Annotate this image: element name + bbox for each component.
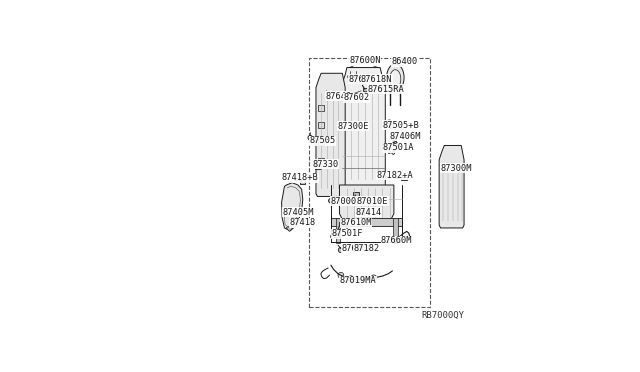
Text: 87418: 87418 <box>289 218 316 227</box>
Circle shape <box>388 151 391 154</box>
Text: 87405M: 87405M <box>282 208 314 217</box>
Text: 87300E: 87300E <box>337 122 369 131</box>
Polygon shape <box>287 226 292 231</box>
Circle shape <box>390 124 394 128</box>
Polygon shape <box>331 218 403 226</box>
Text: 87660M: 87660M <box>381 236 413 246</box>
Text: 87600N: 87600N <box>349 56 381 65</box>
Bar <box>353 248 358 251</box>
Text: 87182: 87182 <box>354 244 380 253</box>
Polygon shape <box>282 183 303 231</box>
Bar <box>318 139 324 145</box>
Bar <box>401 177 407 180</box>
Text: 87330: 87330 <box>312 160 339 169</box>
Polygon shape <box>439 145 464 228</box>
Circle shape <box>383 85 388 90</box>
Text: 87615RA: 87615RA <box>367 84 404 93</box>
Text: 87418+B: 87418+B <box>282 173 318 182</box>
Text: 87610M: 87610M <box>340 218 372 227</box>
Polygon shape <box>393 218 397 243</box>
Ellipse shape <box>384 86 390 91</box>
Polygon shape <box>387 64 404 87</box>
Text: 87019MA: 87019MA <box>339 276 376 285</box>
Text: 87618N: 87618N <box>361 74 392 83</box>
Polygon shape <box>336 218 340 243</box>
Circle shape <box>360 277 365 282</box>
Circle shape <box>348 276 354 282</box>
Bar <box>300 180 305 185</box>
Circle shape <box>308 135 312 140</box>
Text: 87501F: 87501F <box>332 229 364 238</box>
Bar <box>353 192 359 196</box>
Bar <box>339 222 347 226</box>
Circle shape <box>348 75 352 79</box>
Text: 87505: 87505 <box>309 136 335 145</box>
Bar <box>318 122 324 128</box>
Circle shape <box>339 247 344 253</box>
Text: 87505+B: 87505+B <box>383 121 419 130</box>
Circle shape <box>328 198 333 203</box>
Circle shape <box>338 272 344 278</box>
Polygon shape <box>342 68 385 188</box>
Circle shape <box>387 120 391 124</box>
Text: 87010E: 87010E <box>356 197 388 206</box>
Polygon shape <box>316 73 345 196</box>
Bar <box>309 58 429 307</box>
Text: RB7000QY: RB7000QY <box>421 311 464 320</box>
Circle shape <box>392 151 395 154</box>
Circle shape <box>392 136 396 141</box>
Circle shape <box>371 275 377 280</box>
Text: 87602: 87602 <box>344 93 370 102</box>
Polygon shape <box>390 70 401 86</box>
Bar <box>316 165 321 169</box>
Polygon shape <box>339 185 394 219</box>
Bar <box>318 105 324 111</box>
Text: 86400: 86400 <box>391 57 417 66</box>
Text: 87406M: 87406M <box>390 132 421 141</box>
Bar <box>332 233 339 237</box>
Text: 87640: 87640 <box>325 92 351 101</box>
Text: 87501A: 87501A <box>383 143 415 152</box>
Text: 87300M: 87300M <box>440 164 472 173</box>
Text: 87414: 87414 <box>356 208 382 217</box>
Bar <box>358 210 364 214</box>
Text: 87603: 87603 <box>348 74 374 83</box>
Ellipse shape <box>331 235 335 238</box>
Circle shape <box>354 75 358 79</box>
Text: 87182+A: 87182+A <box>377 171 413 180</box>
Text: 87000F: 87000F <box>330 197 362 206</box>
Bar <box>318 158 324 164</box>
Bar <box>364 87 368 91</box>
Text: 87630C: 87630C <box>342 244 373 253</box>
